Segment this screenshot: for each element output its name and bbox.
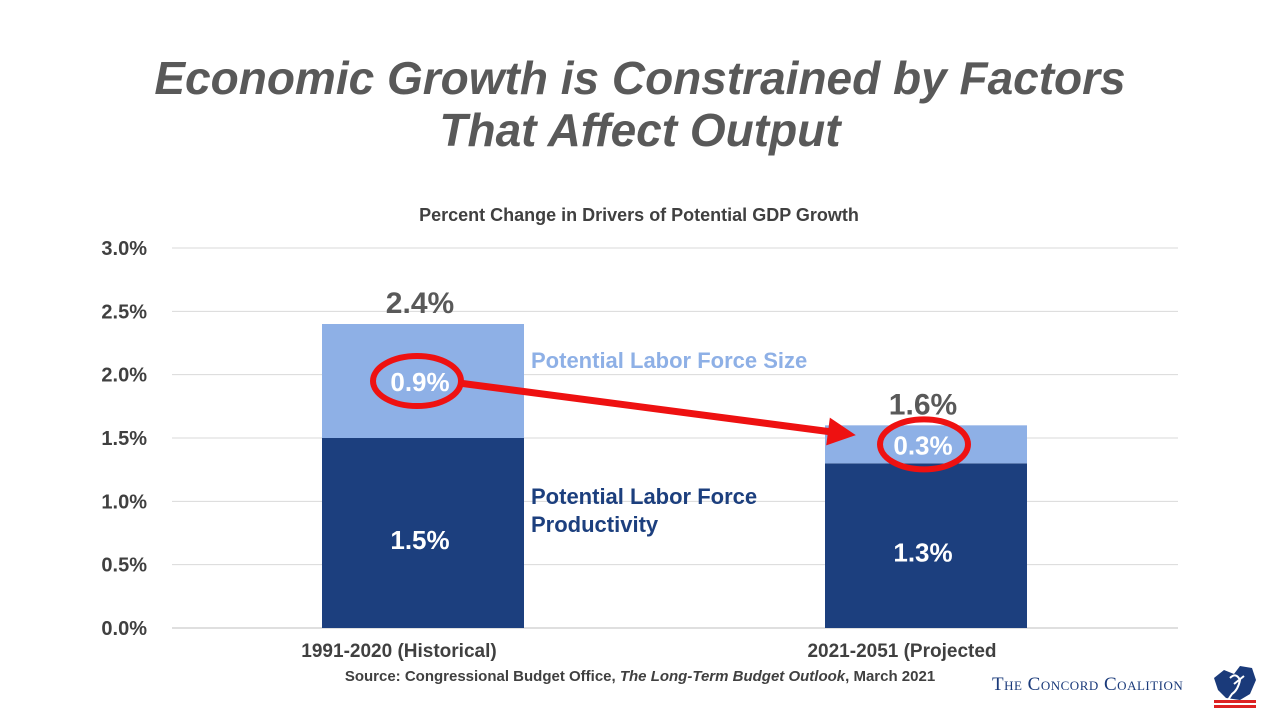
bar-value-label: 1.5% [390,525,449,555]
bar-total-label: 2.4% [386,287,454,320]
bar-value-label: 0.9% [390,367,449,397]
y-tick-label: 0.5% [101,555,147,577]
bar-segment [825,425,1027,464]
trend-arrow-shaft [458,379,833,436]
logo-text: The Concord Coalition [992,674,1184,695]
minuteman-emblem-icon [1214,666,1256,708]
y-tick-label: 1.5% [101,428,147,450]
bar-value-label: 1.3% [893,538,952,568]
y-tick-label: 2.0% [101,365,147,387]
x-category-label: 2021-2051 (Projected [807,641,996,662]
y-tick-label: 2.5% [101,301,147,323]
slide-title: Economic Growth is Constrained by Factor… [0,52,1280,156]
bar-total-label: 1.6% [889,388,957,421]
source-suffix: , March 2021 [845,668,936,685]
source-report-title: The Long-Term Budget Outlook [619,668,846,685]
trend-arrow-head [826,417,856,446]
concord-coalition-logo: The Concord Coalition [992,660,1272,710]
bar-segment [322,324,524,438]
bar-segment [322,438,524,628]
highlight-circle-0-3 [877,416,971,473]
source-note: Source: Congressional Budget Office, The… [0,668,1280,685]
slide-title-line-1: Economic Growth is Constrained by Factor… [154,52,1126,104]
y-tick-label: 1.0% [101,491,147,513]
y-tick-label: 3.0% [101,238,147,260]
series-label-labor-force-productivity: Productivity [531,512,659,537]
x-category-label: 1991-2020 (Historical) [301,641,496,662]
series-label-labor-force-size: Potential Labor Force Size [531,348,807,373]
y-tick-label: 0.0% [101,618,147,640]
source-prefix: Source: Congressional Budget Office, [344,668,620,685]
slide-title-line-2: That Affect Output [439,104,841,156]
chart-title: Percent Change in Drivers of Potential G… [419,205,859,225]
bar-value-label: 0.3% [893,430,952,460]
series-label-labor-force-productivity: Potential Labor Force [531,484,757,509]
bar-segment [825,463,1027,628]
